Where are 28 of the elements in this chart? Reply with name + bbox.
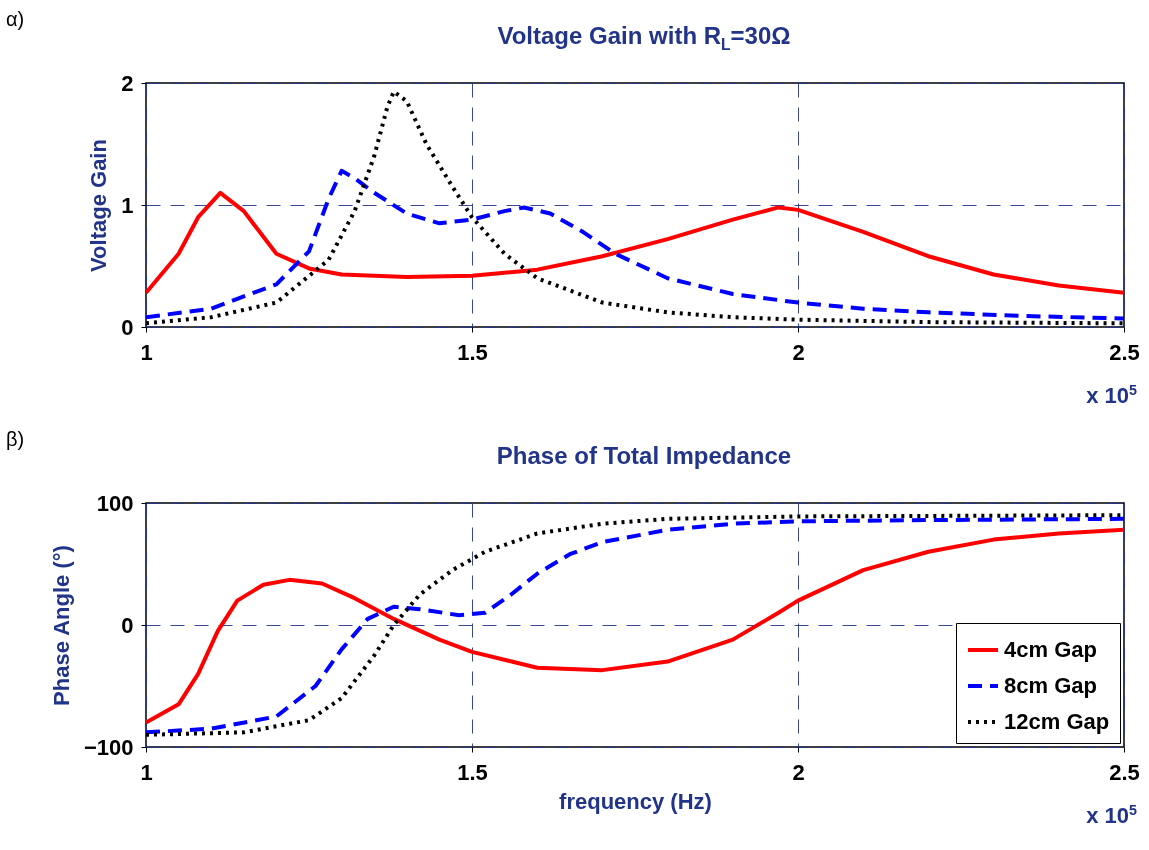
y-axis-title: Phase Angle (°)	[48, 545, 74, 706]
text: α)	[6, 8, 25, 31]
y-tick-label: 0	[121, 314, 134, 340]
chart-title: Voltage Gain with R$_{L}$=30Ω	[496, 22, 792, 54]
y-tick-label: 1	[121, 192, 134, 218]
x-tick-label: 1	[140, 759, 153, 785]
legend-label: 8cm Gap	[1004, 673, 1097, 698]
text: β)	[6, 428, 25, 451]
x-axis-title: frequency (Hz)	[559, 788, 712, 814]
x-tick-label: 2.5	[1109, 759, 1140, 785]
x-tick-label: 2	[792, 339, 805, 365]
chart-title: Phase of Total Impedance	[495, 442, 793, 470]
legend-label: 4cm Gap	[1004, 637, 1097, 662]
y-tick-label: 0	[121, 612, 134, 638]
text: x 10$^{5}$	[1086, 802, 1137, 830]
x-tick-label: 2.5	[1109, 339, 1140, 365]
y-tick-label: −100	[83, 734, 134, 760]
text: x 10$^{5}$	[1086, 382, 1137, 410]
legend-label: 12cm Gap	[1004, 709, 1110, 734]
line-series	[146, 168, 1124, 321]
x-tick-label: 1.5	[457, 759, 488, 785]
y-axis-title: Voltage Gain	[86, 139, 112, 272]
x-tick-label: 2	[792, 759, 805, 785]
x-tick-label: 1.5	[457, 339, 488, 365]
line-series	[146, 190, 1124, 295]
x-tick-label: 1	[140, 339, 153, 365]
y-tick-label: 100	[96, 490, 134, 516]
y-tick-label: 2	[121, 70, 134, 96]
